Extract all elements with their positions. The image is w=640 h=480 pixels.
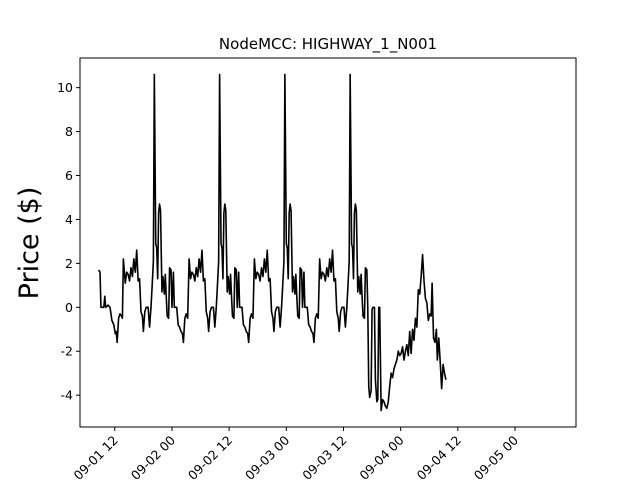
x-tick-label: 09-03 00 — [242, 432, 292, 480]
y-tick-label: 6 — [65, 168, 73, 183]
series-line-0 — [97, 73, 447, 412]
x-tick-label: 09-05 00 — [471, 432, 521, 480]
x-tick-label: 09-04 00 — [356, 432, 406, 480]
y-tick-label: 10 — [57, 80, 73, 95]
y-tick-label: 0 — [65, 300, 73, 315]
x-tick-label: 09-04 12 — [414, 433, 464, 480]
y-tick-label: -4 — [61, 388, 74, 403]
x-tick-label: 09-03 12 — [299, 433, 349, 480]
x-tick-label: 09-02 00 — [128, 432, 178, 480]
axes-frame — [79, 57, 577, 428]
y-axis-label: Price ($) — [14, 187, 45, 300]
y-tick-label: 2 — [65, 256, 73, 271]
y-tick-label: -2 — [61, 344, 73, 359]
x-tick-label: 09-02 12 — [185, 433, 235, 480]
x-tick-label: 09-01 12 — [71, 433, 121, 480]
chart-title: NodeMCC: HIGHWAY_1_N001 — [219, 35, 437, 54]
y-tick-label: 4 — [65, 212, 73, 227]
y-tick-label: 8 — [65, 124, 73, 139]
